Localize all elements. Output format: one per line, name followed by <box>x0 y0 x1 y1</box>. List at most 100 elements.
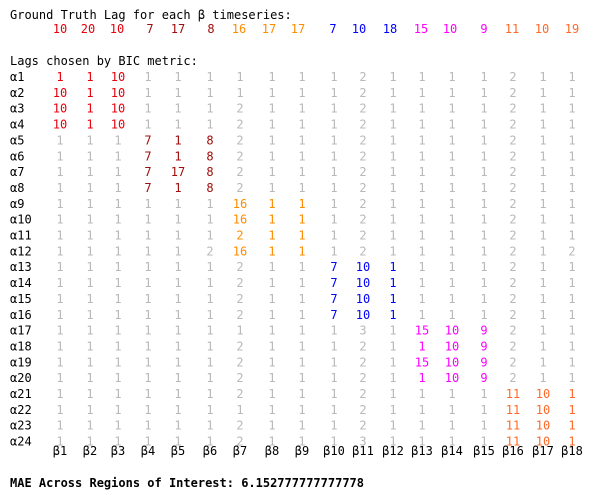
lag-cell: 1 <box>114 324 121 338</box>
lag-cell: 1 <box>86 181 93 195</box>
lag-cell: 1 <box>174 213 181 227</box>
lag-cell: 2 <box>236 308 243 322</box>
ground-truth-value: 17 <box>291 22 305 36</box>
lag-cell: 1 <box>86 197 93 211</box>
ground-truth-value: 7 <box>146 22 153 36</box>
lag-cell: 1 <box>268 419 275 433</box>
lag-cell: 1 <box>144 419 151 433</box>
lag-cell: 1 <box>480 229 487 243</box>
lag-cell: 10 <box>536 419 550 433</box>
mae-label: MAE Across Regions of Interest: 6.152777… <box>10 476 364 490</box>
lag-cell: 1 <box>114 244 121 258</box>
lag-cell: 1 <box>568 260 575 274</box>
lag-cell: 1 <box>539 86 546 100</box>
lag-cell: 1 <box>539 229 546 243</box>
lag-cell: 1 <box>480 387 487 401</box>
lag-cell: 1 <box>448 102 455 116</box>
lag-cell: 7 <box>330 308 337 322</box>
lag-cell: 10 <box>111 118 125 132</box>
lag-cell: 1 <box>298 371 305 385</box>
lag-cell: 1 <box>56 133 63 147</box>
lag-cell: 1 <box>86 324 93 338</box>
lag-cell: 9 <box>480 355 487 369</box>
lag-cell: 1 <box>418 118 425 132</box>
lag-cell: 1 <box>56 435 63 449</box>
lag-cell: 1 <box>389 197 396 211</box>
lag-cell: 1 <box>330 229 337 243</box>
lag-cell: 1 <box>174 181 181 195</box>
lag-cell: 2 <box>509 229 516 243</box>
lag-cell: 1 <box>448 70 455 84</box>
lag-cell: 1 <box>56 371 63 385</box>
ground-truth-value: 10 <box>443 22 457 36</box>
lag-cell: 1 <box>539 244 546 258</box>
bic-title: Lags chosen by BIC metric: <box>10 54 198 68</box>
lag-cell: 1 <box>389 165 396 179</box>
lag-cell: 1 <box>86 403 93 417</box>
lag-cell: 2 <box>359 197 366 211</box>
lag-cell: 1 <box>539 276 546 290</box>
lag-cell: 2 <box>236 165 243 179</box>
lag-cell: 1 <box>174 118 181 132</box>
row-label: α23 <box>10 419 32 433</box>
lag-cell: 10 <box>53 86 67 100</box>
lag-cell: 8 <box>206 133 213 147</box>
lag-cell: 1 <box>206 118 213 132</box>
lag-cell: 1 <box>330 419 337 433</box>
lag-cell: 1 <box>389 292 396 306</box>
row-label: α9 <box>10 197 24 211</box>
lag-cell: 1 <box>418 260 425 274</box>
ground-truth-value: 15 <box>414 22 428 36</box>
lag-cell: 1 <box>568 324 575 338</box>
lag-cell: 16 <box>233 213 247 227</box>
lag-cell: 1 <box>389 133 396 147</box>
lag-cell: 1 <box>268 276 275 290</box>
lag-cell: 1 <box>298 181 305 195</box>
lag-cell: 1 <box>268 118 275 132</box>
column-label: β18 <box>561 444 583 458</box>
lag-cell: 10 <box>111 70 125 84</box>
lag-cell: 1 <box>298 213 305 227</box>
column-label: β4 <box>141 444 155 458</box>
lag-cell: 1 <box>144 435 151 449</box>
lag-cell: 2 <box>509 292 516 306</box>
ground-truth-value: 11 <box>505 22 519 36</box>
lag-cell: 1 <box>568 308 575 322</box>
lag-cell: 1 <box>330 435 337 449</box>
lag-cell: 1 <box>298 165 305 179</box>
column-label: β1 <box>53 444 67 458</box>
lag-cell: 7 <box>330 276 337 290</box>
lag-cell: 1 <box>568 86 575 100</box>
lag-cell: 1 <box>418 371 425 385</box>
lag-cell: 1 <box>568 387 575 401</box>
lag-cell: 1 <box>206 355 213 369</box>
lag-cell: 1 <box>206 419 213 433</box>
lag-cell: 2 <box>359 86 366 100</box>
lag-cell: 1 <box>330 197 337 211</box>
lag-cell: 2 <box>236 339 243 353</box>
row-label: α12 <box>10 244 32 258</box>
lag-cell: 1 <box>268 244 275 258</box>
lag-cell: 2 <box>359 403 366 417</box>
lag-cell: 1 <box>448 197 455 211</box>
lag-cell: 1 <box>480 435 487 449</box>
lag-cell: 1 <box>418 165 425 179</box>
lag-cell: 1 <box>144 387 151 401</box>
lag-cell: 1 <box>389 355 396 369</box>
lag-cell: 10 <box>445 339 459 353</box>
lag-cell: 2 <box>359 355 366 369</box>
lag-cell: 1 <box>539 118 546 132</box>
row-label: α10 <box>10 213 32 227</box>
lag-cell: 1 <box>114 419 121 433</box>
lag-cell: 1 <box>86 102 93 116</box>
lag-cell: 1 <box>539 339 546 353</box>
lag-cell: 1 <box>418 339 425 353</box>
row-label: α20 <box>10 371 32 385</box>
lag-cell: 1 <box>144 403 151 417</box>
lag-cell: 1 <box>448 276 455 290</box>
row-label: α16 <box>10 308 32 322</box>
lag-cell: 1 <box>389 86 396 100</box>
lag-cell: 1 <box>56 181 63 195</box>
lag-cell: 11 <box>506 403 520 417</box>
